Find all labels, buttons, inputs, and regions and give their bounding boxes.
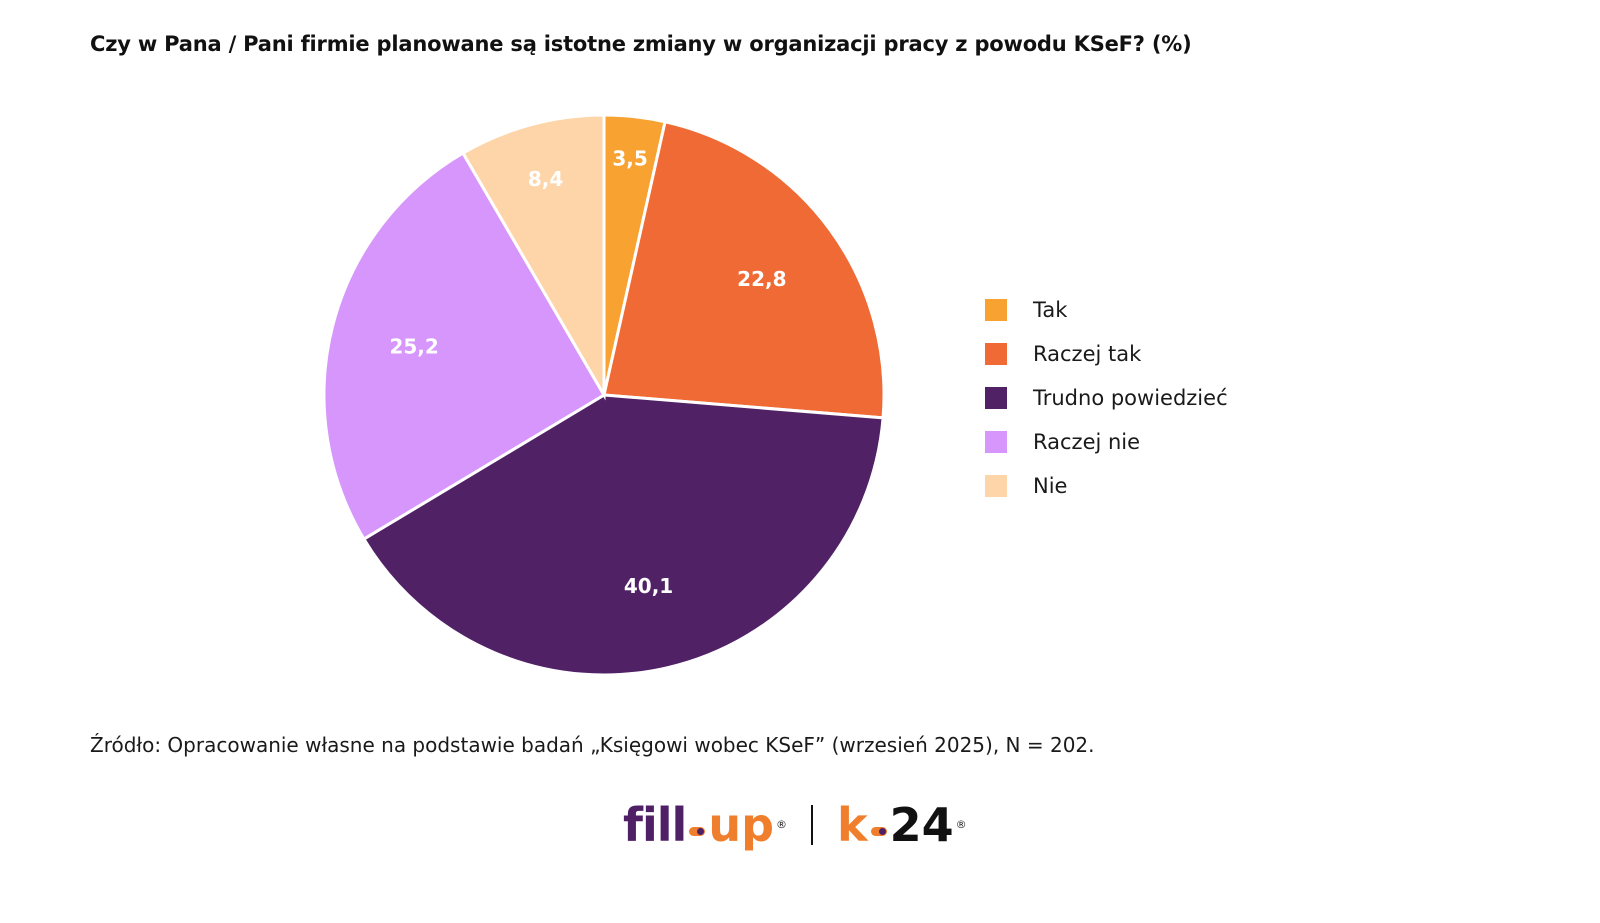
legend-item-nie: Nie bbox=[985, 464, 1228, 508]
pie-slice-nie bbox=[460, 113, 606, 401]
legend-item-tak: Tak bbox=[985, 288, 1228, 332]
pie-slice-trudno-powiedzieć bbox=[361, 393, 885, 677]
legend: Tak Raczej tak Trudno powiedzieć Raczej … bbox=[985, 288, 1228, 508]
pie-slice-raczej-nie bbox=[322, 151, 607, 542]
k24-logo-k: k bbox=[837, 798, 868, 852]
data-label: 25,2 bbox=[389, 334, 438, 358]
registered-mark: ® bbox=[955, 818, 967, 831]
legend-swatch bbox=[985, 387, 1007, 409]
legend-label: Raczej tak bbox=[1033, 342, 1142, 366]
logo-separator bbox=[811, 805, 814, 845]
pie-slice-raczej-tak bbox=[602, 119, 886, 420]
logo-dot-icon bbox=[689, 827, 706, 836]
fillup-logo-fill: fill bbox=[623, 798, 687, 852]
chart-title: Czy w Pana / Pani firmie planowane są is… bbox=[90, 32, 1192, 56]
legend-label: Nie bbox=[1033, 474, 1068, 498]
legend-label: Raczej nie bbox=[1033, 430, 1141, 454]
legend-swatch bbox=[985, 299, 1007, 321]
data-label: 40,1 bbox=[624, 574, 673, 598]
legend-label: Tak bbox=[1033, 298, 1068, 322]
logo-dot-icon bbox=[870, 827, 887, 836]
legend-swatch bbox=[985, 431, 1007, 453]
fillup-logo-up: up bbox=[708, 798, 775, 852]
legend-swatch bbox=[985, 343, 1007, 365]
legend-item-trudno-powiedziec: Trudno powiedzieć bbox=[985, 376, 1228, 420]
legend-item-raczej-tak: Raczej tak bbox=[985, 332, 1228, 376]
data-label: 8,4 bbox=[528, 167, 563, 191]
k24-logo-24: 24 bbox=[889, 798, 954, 852]
data-label: 3,5 bbox=[612, 146, 647, 170]
source-note: Źródło: Opracowanie własne na podstawie … bbox=[90, 733, 1095, 757]
legend-label: Trudno powiedzieć bbox=[1033, 386, 1228, 410]
logos: fill up ® k 24 ® bbox=[623, 798, 967, 850]
legend-swatch bbox=[985, 475, 1007, 497]
registered-mark: ® bbox=[776, 818, 788, 831]
legend-item-raczej-nie: Raczej nie bbox=[985, 420, 1228, 464]
data-label: 22,8 bbox=[737, 267, 786, 291]
